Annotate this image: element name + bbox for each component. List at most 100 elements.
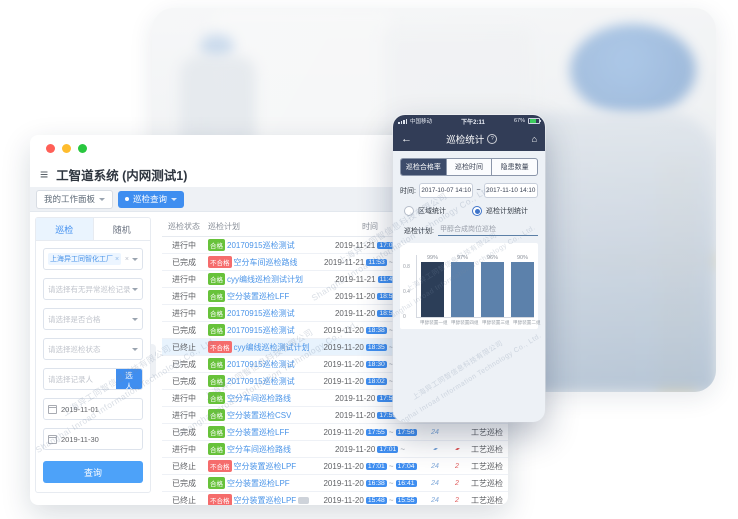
start-datetime-input[interactable]: 2017-10-07 14:10 <box>418 183 474 198</box>
plan-link[interactable]: cyy编线巡检测试计划 <box>233 342 310 352</box>
edit-icon[interactable] <box>431 448 439 450</box>
record-person-field: 选人 <box>43 368 143 390</box>
plan-link[interactable]: 空分装置巡检LFF <box>227 291 290 301</box>
close-window-button[interactable] <box>46 143 55 153</box>
record-person-input[interactable] <box>44 374 116 384</box>
plan-cell: 不合格 cyy编线巡检测试计划 <box>206 341 316 353</box>
status-cell: 进行中 <box>172 410 196 420</box>
search-button[interactable]: 查询 <box>43 461 143 483</box>
start-time-chip: 15:48 <box>365 496 387 504</box>
bar[interactable] <box>481 262 504 317</box>
segment-0[interactable]: 巡检合格率 <box>401 159 446 175</box>
qualified-badge: 合格 <box>208 290 225 302</box>
radio-0[interactable]: 区域统计 <box>404 206 446 216</box>
plan-link[interactable]: 20170915巡检测试 <box>227 308 295 318</box>
time-separator: ~ <box>400 444 405 454</box>
bar-value-label: 96% <box>486 255 498 261</box>
start-time-chip: 17:59 <box>377 394 399 402</box>
carrier-label: 中国移动 <box>410 119 433 125</box>
pass-rate-bar-chart: 0 0.4 0.8 99% 97% 96% 90% 甲醇装置一组 甲醇装置四组 甲醇装置三组甲… <box>400 243 541 329</box>
red-count: 2 <box>455 479 459 487</box>
home-icon[interactable]: ⌂ <box>531 134 537 144</box>
plan-link[interactable]: 20170915巡检测试 <box>227 240 295 250</box>
bar[interactable] <box>421 262 444 317</box>
menu-icon[interactable]: ≡ <box>40 166 49 182</box>
bar[interactable] <box>511 262 534 317</box>
select-placeholder: 请选择有无异常巡检记录 <box>48 284 131 294</box>
status-cell: 进行中 <box>172 393 196 403</box>
nav-tab-0[interactable]: 我的工作面板 <box>36 189 114 209</box>
start-time-chip: 18:30 <box>365 360 387 368</box>
nav-tab-label: 巡检查询 <box>133 194 168 204</box>
plan-link[interactable]: 空分车间巡检路线 <box>227 444 291 454</box>
start-date-field[interactable]: 2019-11-01 <box>43 398 143 420</box>
table-row[interactable]: 已终止 不合格 空分装置巡检LPF 2019-11-20 15:48 ~15:55 24 2 工… <box>162 492 508 505</box>
app-title: 工智道系统 (内网测试1) <box>56 168 188 183</box>
plan-link[interactable]: 20170915巡检测试 <box>227 376 295 386</box>
select-icons: × <box>125 255 138 264</box>
status-cell: 已完成 <box>172 359 196 369</box>
plan-value[interactable]: 甲醇合成岗位巡检 <box>437 224 538 236</box>
radio-1[interactable]: 巡检计划统计 <box>472 206 528 216</box>
plan-link[interactable]: 空分装置巡检LPF <box>233 461 297 471</box>
zoom-window-button[interactable] <box>78 143 87 153</box>
red-count: 2 <box>455 496 459 504</box>
time-separator: ~ <box>388 478 394 488</box>
date-text: 2019-11-20 <box>334 444 376 454</box>
factory-chip: 上海异工同智化工厂 × <box>48 253 122 265</box>
sidebar-collapse-handle[interactable] <box>151 344 156 378</box>
plan-link[interactable]: 空分装置巡检LPF <box>233 495 297 505</box>
segment-1[interactable]: 巡检时间 <box>445 159 492 175</box>
time-cell: 2019-11-20 17:01 ~ <box>316 445 424 454</box>
plan-link[interactable]: 空分装置巡检CSV <box>227 410 292 420</box>
nav-tab-1[interactable]: 巡检查询 <box>118 190 185 208</box>
chip-remove-icon[interactable]: × <box>115 255 120 263</box>
plan-link[interactable]: 20170915巡检测试 <box>227 325 295 335</box>
date-text: 2019-11-21 <box>334 240 376 250</box>
plan-link[interactable]: 空分车间巡检路线 <box>233 257 298 267</box>
time-separator: ~ <box>388 359 394 369</box>
plan-link[interactable]: 空分装置巡检LFF <box>227 427 290 437</box>
back-icon[interactable]: ← <box>401 133 412 145</box>
plan-cell: 合格 空分装置巡检LFF <box>206 426 316 438</box>
filter-select-2[interactable]: 请选择巡检状态 <box>43 338 143 360</box>
clear-icon[interactable]: × <box>124 255 129 263</box>
choose-person-button[interactable]: 选人 <box>116 369 142 389</box>
plan-link[interactable]: 空分装置巡检LPF <box>227 478 290 488</box>
help-icon[interactable]: ? <box>487 134 498 144</box>
filter-select-0[interactable]: 请选择有无异常巡检记录 <box>43 278 143 300</box>
plan-link[interactable]: cyy编线巡检测试计划 <box>227 274 303 284</box>
plan-link[interactable]: 20170915巡检测试 <box>227 359 295 369</box>
chevron-down-icon <box>132 317 138 324</box>
plan-link[interactable]: 空分车间巡检路线 <box>227 393 291 403</box>
x-tick-label: 甲醇装置三组 <box>482 320 510 325</box>
end-datetime-input[interactable]: 2017-11-10 14:10 <box>483 183 539 198</box>
qualified-badge: 合格 <box>208 392 225 404</box>
bar[interactable] <box>451 262 474 317</box>
chart-plot-area: 0 0.4 0.8 99% 97% 96% 90% <box>403 255 534 320</box>
end-date-field[interactable]: 2019-11-30 <box>43 428 143 450</box>
red-edit-icon[interactable] <box>453 448 461 450</box>
plan-filter-row: 巡检计划: 甲醇合成岗位巡检 <box>400 224 538 236</box>
filter-select-1[interactable]: 请选择是否合格 <box>43 308 143 330</box>
sidebar-tab-0[interactable]: 巡检 <box>36 218 93 240</box>
sidebar-tab-1[interactable]: 随机 <box>92 218 151 240</box>
start-time-chip: 11:49 <box>377 275 399 283</box>
start-time-chip: 18:38 <box>365 326 387 334</box>
minimize-window-button[interactable] <box>62 143 71 153</box>
type-cell: 工艺巡检 <box>471 478 503 488</box>
bar-column: 99% <box>421 255 444 317</box>
segment-2[interactable]: 隐患数量 <box>491 159 537 175</box>
table-row[interactable]: 已完成 合格 空分装置巡检LPF 2019-11-20 16:38 ~16:41 24 2 工艺… <box>162 475 508 492</box>
edit-cell: 24 <box>424 463 446 470</box>
factory-select[interactable]: 上海异工同智化工厂 × × <box>43 248 143 270</box>
qualified-badge: 合格 <box>208 375 225 387</box>
table-row[interactable]: 已完成 合格 空分装置巡检LFF 2019-11-20 17:55 ~17:56 24 工艺巡… <box>162 424 508 441</box>
time-separator: ~ <box>388 325 394 335</box>
start-time-chip: 16:38 <box>365 479 387 487</box>
table-row[interactable]: 已终止 不合格 空分装置巡检LPF 2019-11-20 17:01 ~17:04 24 2 工… <box>162 458 508 475</box>
